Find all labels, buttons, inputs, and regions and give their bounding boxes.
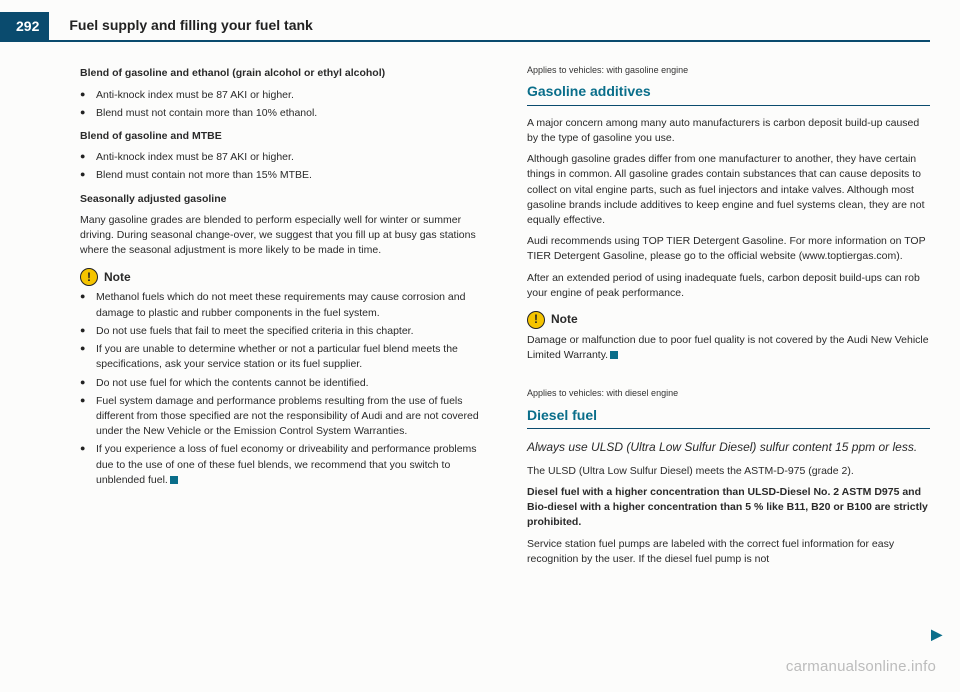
list-item: If you are unable to determine whether o… [80, 342, 483, 372]
right-column: Applies to vehicles: with gasoline engin… [527, 60, 930, 573]
list-item: Blend must not contain more than 10% eth… [80, 106, 483, 121]
paragraph: Although gasoline grades differ from one… [527, 152, 930, 228]
subhead-ethanol: Blend of gasoline and ethanol (grain alc… [80, 66, 483, 81]
subhead-mtbe: Blend of gasoline and MTBE [80, 129, 483, 144]
page-title: Fuel supply and filling your fuel tank [69, 15, 312, 38]
section-supertitle: Applies to vehicles: with gasoline engin… [527, 64, 930, 77]
subhead-seasonal: Seasonally adjusted gasoline [80, 192, 483, 207]
paragraph: Service station fuel pumps are labeled w… [527, 537, 930, 567]
note-label: Note [104, 269, 131, 286]
list-item: Do not use fuel for which the contents c… [80, 376, 483, 391]
list-item: If you experience a loss of fuel economy… [80, 442, 483, 488]
caution-icon: ! [80, 268, 98, 286]
note-header: ! Note [80, 268, 483, 286]
watermark: carmanualsonline.info [786, 656, 936, 678]
page-header: 292 Fuel supply and filling your fuel ta… [0, 12, 930, 42]
paragraph: A major concern among many auto manufact… [527, 116, 930, 146]
note-label: Note [551, 311, 578, 328]
list-item: Anti-knock index must be 87 AKI or highe… [80, 150, 483, 165]
list-item: Anti-knock index must be 87 AKI or highe… [80, 88, 483, 103]
bullets-ethanol: Anti-knock index must be 87 AKI or highe… [80, 88, 483, 121]
paragraph: The ULSD (Ultra Low Sulfur Diesel) meets… [527, 464, 930, 479]
bold-warning: Diesel fuel with a higher concentration … [527, 485, 930, 531]
end-marker-icon [170, 476, 178, 484]
note-bullets: Methanol fuels which do not meet these r… [80, 290, 483, 488]
continue-arrow-icon: ▶ [931, 624, 942, 644]
content-columns: Blend of gasoline and ethanol (grain alc… [0, 42, 960, 573]
list-item-text: If you experience a loss of fuel economy… [96, 443, 477, 485]
note-text: Damage or malfunction due to poor fuel q… [527, 333, 930, 363]
list-item: Fuel system damage and performance probl… [80, 394, 483, 440]
left-column: Blend of gasoline and ethanol (grain alc… [80, 60, 483, 573]
paragraph-seasonal: Many gasoline grades are blended to perf… [80, 213, 483, 259]
note-text-content: Damage or malfunction due to poor fuel q… [527, 334, 929, 361]
section-supertitle: Applies to vehicles: with diesel engine [527, 387, 930, 400]
list-item: Methanol fuels which do not meet these r… [80, 290, 483, 320]
section-title-diesel: Diesel fuel [527, 405, 930, 429]
paragraph: After an extended period of using inadeq… [527, 271, 930, 301]
note-block: ! Note Damage or malfunction due to poor… [527, 311, 930, 363]
page-number: 292 [0, 12, 49, 40]
section-title-additives: Gasoline additives [527, 81, 930, 105]
bullets-mtbe: Anti-knock index must be 87 AKI or highe… [80, 150, 483, 183]
note-header: ! Note [527, 311, 930, 329]
note-block: ! Note Methanol fuels which do not meet … [80, 268, 483, 488]
list-item: Do not use fuels that fail to meet the s… [80, 324, 483, 339]
list-item: Blend must contain not more than 15% MTB… [80, 168, 483, 183]
end-marker-icon [610, 351, 618, 359]
lead-text: Always use ULSD (Ultra Low Sulfur Diesel… [527, 439, 930, 456]
caution-icon: ! [527, 311, 545, 329]
paragraph: Audi recommends using TOP TIER Detergent… [527, 234, 930, 264]
